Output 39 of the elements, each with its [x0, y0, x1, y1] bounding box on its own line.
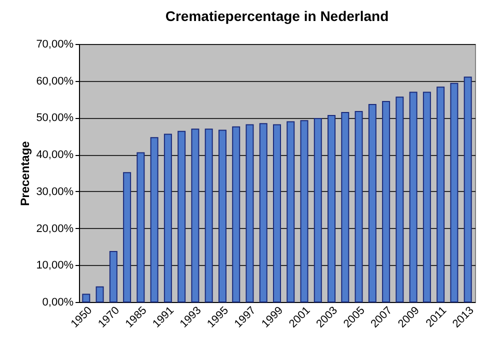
- y-axis-title: Precentage: [18, 140, 32, 206]
- y-tick-label: 0,00%: [42, 296, 74, 308]
- bar: [354, 110, 363, 302]
- bar: [109, 251, 118, 302]
- bar: [82, 294, 90, 302]
- bar: [382, 100, 390, 302]
- bar: [191, 128, 200, 302]
- bar: [178, 130, 186, 302]
- bar: [259, 123, 268, 302]
- bar: [96, 286, 104, 302]
- bar: [136, 152, 145, 302]
- bar: [409, 92, 418, 302]
- bar: [246, 124, 254, 302]
- bar: [300, 120, 308, 302]
- y-tick-label: 30,00%: [36, 186, 74, 198]
- chart-title: Crematiepercentage in Nederland: [165, 8, 389, 24]
- bar: [368, 104, 376, 302]
- bar: [286, 121, 295, 302]
- y-tick-label: 60,00%: [36, 75, 74, 88]
- bar: [396, 96, 404, 302]
- bar: [273, 124, 281, 302]
- bar: [422, 92, 431, 302]
- bar: [436, 86, 445, 302]
- y-tick-label: 10,00%: [36, 260, 74, 272]
- bar: [218, 130, 226, 302]
- bar: [328, 115, 336, 302]
- y-tick-label: 50,00%: [36, 112, 74, 124]
- bar: [123, 172, 132, 302]
- bar: [232, 126, 240, 302]
- bar: [164, 134, 172, 302]
- y-tick-label: 70,00%: [36, 38, 74, 50]
- y-tick-label: 40,00%: [36, 149, 74, 162]
- bar: [450, 82, 458, 302]
- bar: [314, 118, 322, 302]
- bar: [204, 128, 213, 302]
- bar: [464, 76, 472, 302]
- bar: [341, 112, 350, 302]
- y-tick-label: 20,00%: [36, 222, 74, 235]
- bar: [150, 137, 158, 302]
